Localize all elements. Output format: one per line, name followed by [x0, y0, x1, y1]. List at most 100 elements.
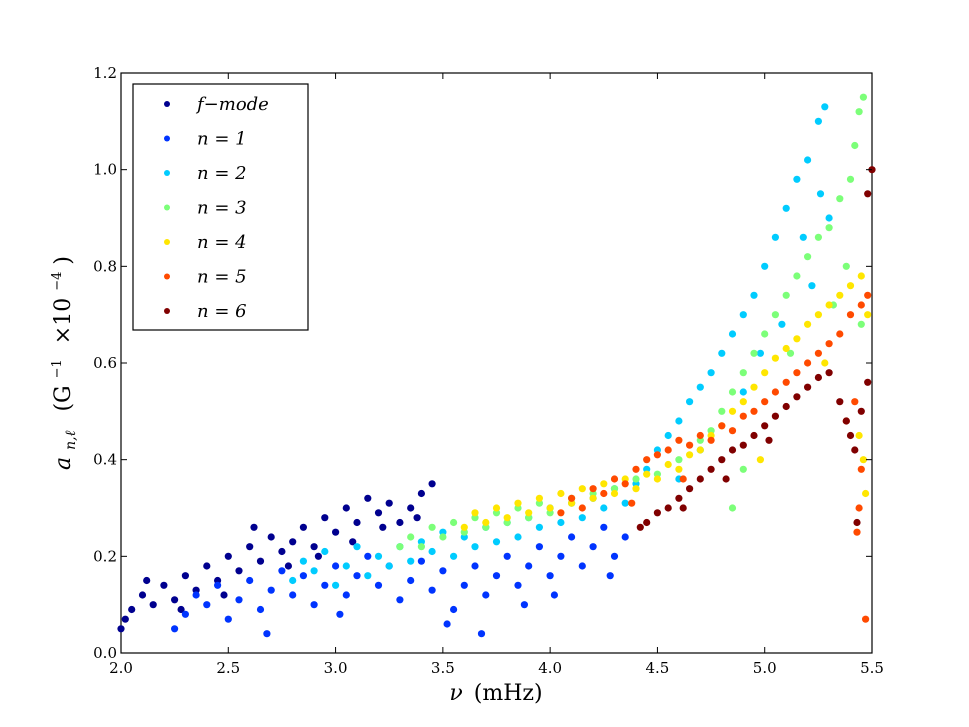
- data-point: [728, 330, 737, 338]
- data-point: [578, 562, 586, 570]
- series-points: [117, 93, 876, 638]
- data-point: [842, 417, 850, 425]
- data-point: [492, 538, 501, 546]
- data-point: [808, 282, 816, 290]
- data-point: [514, 533, 522, 541]
- data-point: [278, 567, 286, 575]
- axis-ticks: 2.0 2.5 3.0 3.5 4.0 4.5 5.0 5.5 0.0 0.2 0.4 0.6 0.8 1…: [93, 64, 884, 677]
- data-point: [816, 190, 825, 198]
- data-point: [310, 543, 318, 551]
- data-point: [310, 567, 318, 575]
- data-point: [321, 581, 329, 589]
- data-point: [535, 494, 544, 502]
- data-point: [525, 509, 533, 517]
- data-point: [428, 523, 436, 531]
- legend-marker: [164, 204, 170, 211]
- data-point: [568, 533, 576, 541]
- data-point: [407, 533, 415, 541]
- data-point: [546, 572, 554, 580]
- x-tick-label: 3.0: [324, 659, 348, 677]
- data-point: [696, 431, 704, 440]
- data-point: [520, 601, 529, 609]
- data-point: [836, 398, 844, 406]
- data-point: [492, 504, 501, 512]
- data-point: [846, 311, 855, 319]
- data-point: [761, 330, 769, 338]
- data-point: [460, 581, 468, 589]
- data-point: [568, 494, 576, 502]
- data-point: [750, 349, 758, 357]
- data-point: [846, 431, 855, 440]
- data-point: [864, 311, 872, 319]
- data-point: [675, 436, 683, 444]
- data-point: [246, 576, 254, 585]
- data-point: [450, 518, 458, 527]
- data-point: [256, 605, 265, 614]
- data-point: [664, 504, 672, 512]
- x-tick-label: 2.0: [109, 659, 133, 677]
- data-point: [396, 543, 404, 551]
- data-point: [610, 475, 619, 483]
- data-point: [246, 543, 254, 551]
- data-point: [503, 552, 511, 560]
- series-0: [117, 480, 436, 633]
- data-point: [428, 480, 436, 488]
- data-point: [739, 398, 747, 406]
- data-point: [321, 547, 329, 556]
- data-point: [864, 291, 872, 299]
- data-point: [121, 615, 129, 623]
- data-point: [718, 407, 726, 415]
- data-point: [177, 605, 185, 614]
- data-point: [696, 475, 704, 483]
- data-point: [171, 596, 179, 604]
- data-point: [857, 407, 865, 415]
- data-point: [149, 601, 157, 609]
- data-point: [385, 562, 393, 570]
- series-6: [636, 166, 876, 531]
- data-point: [771, 233, 780, 241]
- data-point: [825, 214, 833, 222]
- data-point: [314, 552, 322, 560]
- data-point: [643, 456, 651, 464]
- data-point: [825, 224, 833, 232]
- x-tick-label: 5.0: [753, 659, 777, 677]
- data-point: [450, 605, 458, 614]
- data-point: [821, 359, 829, 367]
- data-point: [739, 388, 747, 396]
- data-point: [550, 591, 559, 599]
- legend-box: [132, 83, 309, 331]
- data-point: [235, 596, 243, 604]
- data-point: [851, 141, 859, 150]
- data-point: [675, 417, 683, 425]
- data-point: [814, 349, 823, 357]
- data-point: [428, 547, 436, 556]
- data-point: [821, 103, 829, 111]
- data-point: [855, 108, 863, 116]
- data-point: [728, 446, 737, 454]
- data-point: [439, 567, 447, 575]
- data-point: [643, 470, 651, 478]
- data-point: [342, 591, 350, 599]
- data-point: [643, 518, 651, 527]
- y-tick-label: 0.2: [93, 547, 117, 565]
- y-axis-unit-exp1: −1: [50, 359, 65, 378]
- series-5: [557, 291, 872, 623]
- data-point: [675, 465, 683, 473]
- data-point: [686, 398, 694, 406]
- data-point: [471, 562, 479, 570]
- data-point: [859, 93, 868, 101]
- data-point: [804, 156, 812, 164]
- data-point: [417, 557, 425, 565]
- data-point: [814, 373, 823, 382]
- data-point: [546, 504, 554, 512]
- data-point: [857, 301, 865, 309]
- data-point: [263, 630, 271, 638]
- data-point: [417, 543, 425, 551]
- data-point: [686, 441, 694, 449]
- data-point: [750, 407, 758, 415]
- data-point: [728, 427, 737, 435]
- data-point: [782, 378, 790, 386]
- data-point: [214, 581, 222, 589]
- data-point: [224, 552, 232, 560]
